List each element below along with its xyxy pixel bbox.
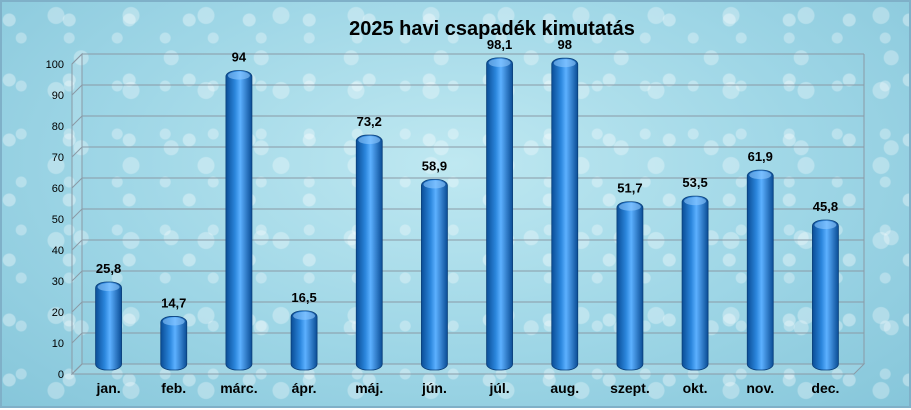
bar-cap: [162, 317, 185, 326]
data-label: 16,5: [291, 290, 316, 305]
bar: [812, 219, 839, 371]
x-tick-label: júl.: [488, 380, 509, 396]
x-tick-label: dec.: [811, 380, 839, 396]
bar-cap: [684, 197, 707, 206]
grid-line: [71, 115, 864, 127]
bar-cap: [749, 171, 772, 180]
data-label: 14,7: [161, 295, 186, 310]
bar-cap: [553, 59, 576, 68]
x-tick-label: nov.: [746, 380, 774, 396]
x-tick-label: aug.: [550, 380, 579, 396]
y-tick-label: 60: [52, 183, 64, 195]
grid-line: [71, 332, 864, 344]
bar-cap: [293, 311, 316, 320]
data-label: 98: [558, 37, 572, 52]
bar: [486, 57, 513, 371]
grid-line: [71, 301, 864, 313]
data-label: 61,9: [748, 149, 773, 164]
grid-line: [71, 270, 864, 282]
x-tick-label: jún.: [421, 380, 447, 396]
data-label: 45,8: [813, 199, 838, 214]
grid-lines: [70, 52, 866, 376]
y-tick-label: 30: [52, 276, 64, 288]
value-labels: 25,8 14,7 94 16,5 73,2 58,9 98,1 98 51,7 53,5 61,9…: [96, 37, 838, 311]
bar: [355, 134, 383, 371]
chart-floor: [70, 363, 866, 375]
bar: [681, 195, 709, 371]
grid-line: [71, 208, 864, 220]
x-axis-categories: jan. feb. márc. ápr. máj. jún. júl. aug. szept. o…: [96, 380, 840, 396]
y-tick-label: 80: [52, 121, 64, 133]
data-label: 53,5: [682, 175, 707, 190]
bar-cap: [97, 283, 120, 292]
bar-cap: [814, 221, 837, 230]
y-tick-label: 20: [52, 307, 64, 319]
bar-cap: [618, 202, 641, 211]
x-tick-label: máj.: [355, 380, 383, 396]
bar: [421, 179, 448, 371]
bar: [160, 316, 188, 371]
bar: [225, 70, 253, 371]
y-tick-label: 0: [58, 369, 64, 381]
x-tick-label: jan.: [96, 380, 121, 396]
data-label: 25,8: [96, 261, 121, 276]
grid-line: [71, 146, 864, 158]
data-label: 58,9: [422, 158, 447, 173]
bar: [551, 57, 579, 371]
data-label: 98,1: [487, 37, 512, 52]
chart-title: 2025 havi csapadék kimutatás: [349, 18, 635, 40]
data-label: 94: [232, 50, 247, 65]
y-tick-label: 10: [52, 338, 64, 350]
x-tick-label: szept.: [610, 380, 650, 396]
grid-line: [71, 53, 864, 65]
grid-line: [71, 177, 864, 189]
bar: [746, 169, 774, 371]
y-tick-label: 70: [52, 152, 64, 164]
x-tick-label: ápr.: [292, 380, 317, 396]
data-label: 51,7: [617, 181, 642, 196]
x-tick-label: feb.: [161, 380, 186, 396]
grid-line: [71, 84, 864, 96]
y-axis-ticks: 0 10 20 30 40 50 60 70 80 90 100: [46, 59, 64, 381]
data-label: 73,2: [357, 114, 382, 129]
bar-cap: [423, 180, 446, 189]
x-tick-label: márc.: [220, 380, 257, 396]
y-tick-label: 100: [46, 59, 64, 71]
bar-cap: [488, 58, 511, 67]
bar: [616, 201, 644, 371]
bars: [95, 57, 839, 371]
bar: [290, 310, 318, 371]
bar: [95, 281, 122, 371]
grid-line: [71, 363, 864, 375]
bar-cap: [358, 136, 381, 145]
bar-cap: [227, 71, 250, 80]
y-tick-label: 90: [52, 90, 64, 102]
y-tick-label: 50: [52, 214, 64, 226]
grid-line: [71, 239, 864, 251]
x-tick-label: okt.: [683, 380, 708, 396]
y-tick-label: 40: [52, 245, 64, 257]
